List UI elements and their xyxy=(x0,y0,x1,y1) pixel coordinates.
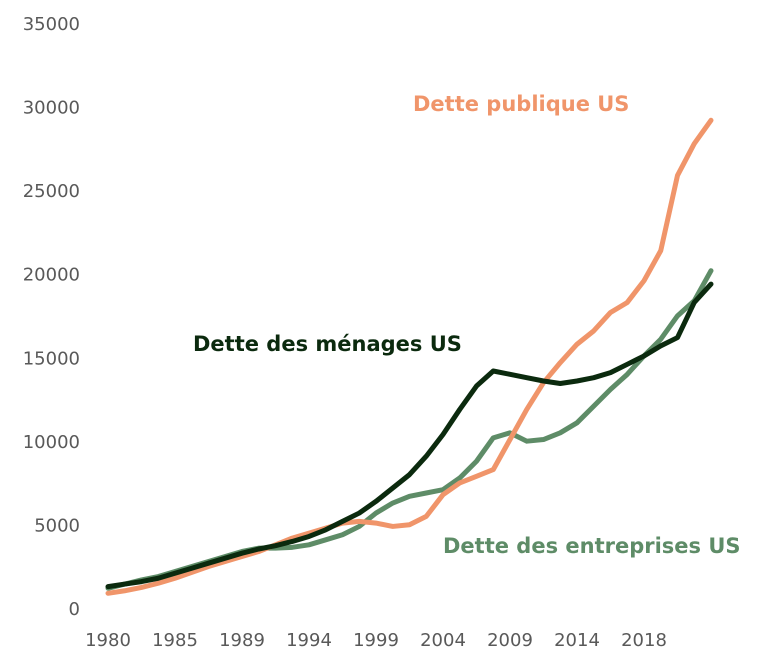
series-label: Dette publique US xyxy=(413,92,629,116)
y-tick-label: 30000 xyxy=(23,98,80,119)
x-tick-label: 1980 xyxy=(85,630,131,651)
series-line xyxy=(105,117,714,596)
y-tick-label: 0 xyxy=(69,599,80,620)
x-tick-label: 1999 xyxy=(353,630,399,651)
y-tick-label: 20000 xyxy=(23,265,80,286)
x-tick-label: 2004 xyxy=(420,630,466,651)
x-tick-label: 1989 xyxy=(219,630,265,651)
y-tick-label: 25000 xyxy=(23,181,80,202)
x-tick-label: 2009 xyxy=(487,630,533,651)
x-tick-label: 2014 xyxy=(554,630,600,651)
series-label: Dette des entreprises US xyxy=(443,534,741,558)
y-tick-label: 35000 xyxy=(23,14,80,35)
x-tick-label: 1985 xyxy=(152,630,198,651)
x-tick-label: 2018 xyxy=(621,630,667,651)
y-tick-label: 15000 xyxy=(23,348,80,369)
x-tick-label: 1994 xyxy=(286,630,332,651)
series-line xyxy=(105,281,714,590)
y-tick-label: 10000 xyxy=(23,432,80,453)
y-tick-label: 5000 xyxy=(34,515,80,536)
series-label: Dette des ménages US xyxy=(193,332,462,356)
